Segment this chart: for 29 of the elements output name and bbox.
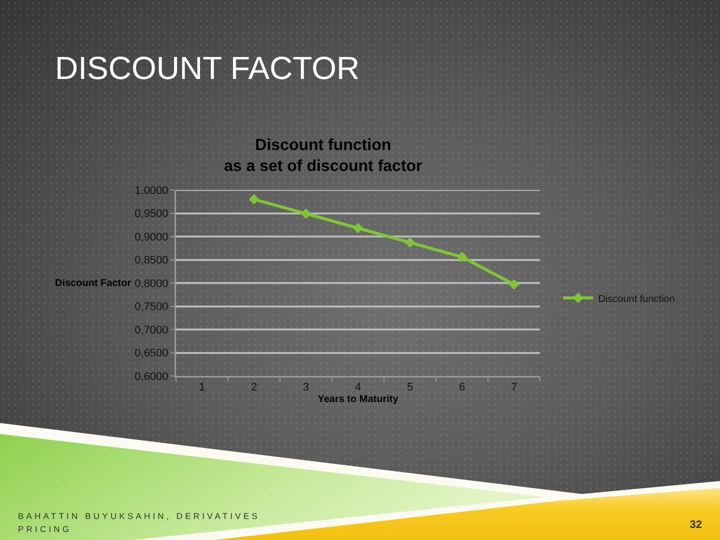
y-tick-label: 0,6000 — [134, 370, 168, 383]
point — [248, 194, 260, 204]
x-tick-label: 1 — [198, 382, 206, 394]
text: BAHATTIN BUYUKSAHIN, DERIVATIVES PRICING — [18, 510, 260, 536]
y-tick-label: 0,9000 — [134, 231, 168, 244]
x-tick-label: 7 — [510, 382, 518, 394]
y-tick-label: 0,8000 — [134, 278, 168, 290]
y-tick-label: 1,0000 — [134, 184, 168, 197]
y-axis-title: Discount Factor — [55, 278, 132, 289]
y-tick-label: 0,8500 — [134, 254, 168, 267]
chart-title: DISCOUNT FACTOR — [55, 50, 360, 86]
x-tick-label: 2 — [250, 382, 258, 394]
y-tick-label: 0,7500 — [134, 301, 168, 314]
legend-label: Discount function — [598, 294, 675, 305]
x-tick-label: 3 — [302, 382, 310, 394]
x-axis-title: Years to Maturity — [318, 394, 399, 405]
point — [508, 279, 520, 290]
point — [352, 222, 364, 234]
x-tick-label: 5 — [406, 382, 414, 394]
point — [456, 252, 468, 262]
y-tick-label: 0,6500 — [134, 348, 168, 360]
y-tick-label: 0,7000 — [134, 324, 168, 336]
x-tick-label: 6 — [458, 382, 466, 394]
point — [300, 208, 312, 219]
x-tick-label: 4 — [354, 382, 362, 394]
text: 32 — [690, 519, 702, 531]
point — [404, 237, 416, 248]
chart-subtitle: Discount function as a set of discount factor — [224, 137, 422, 175]
y-tick-label: 0,9500 — [134, 208, 168, 220]
